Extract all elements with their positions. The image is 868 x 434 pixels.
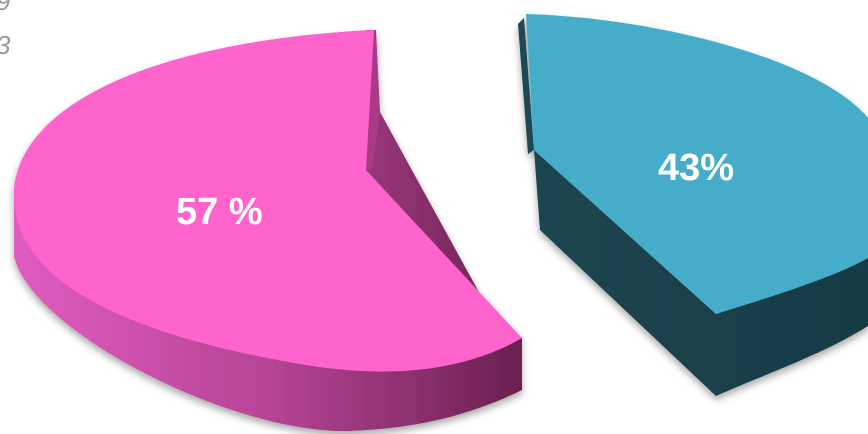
fragment-text-2: 3	[0, 30, 11, 60]
pie-slice-43-side	[534, 150, 868, 396]
pie-slice-43: 43%	[518, 14, 868, 396]
fragment-text-1: 9	[0, 0, 10, 16]
pie-slice-57: 57 %	[13, 30, 522, 432]
pie-slice-43-cut	[518, 18, 534, 154]
pie-slice-43-label: 43%	[658, 147, 734, 189]
pie-slice-57-label: 57 %	[176, 191, 263, 233]
pie-slice-57-top	[13, 30, 522, 372]
pie-slice-43-top	[526, 14, 868, 314]
